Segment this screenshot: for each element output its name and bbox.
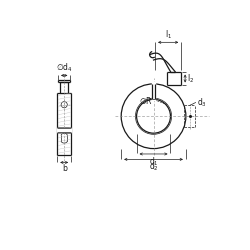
Text: l$_2$: l$_2$ [187, 72, 194, 85]
Text: d$_1$: d$_1$ [149, 156, 158, 168]
Text: $\varnothing$R: $\varnothing$R [139, 95, 153, 106]
Text: d$_2$: d$_2$ [149, 161, 158, 173]
Text: d$_3$: d$_3$ [197, 96, 206, 109]
Text: b: b [62, 164, 67, 173]
Text: $\varnothing$d$_4$: $\varnothing$d$_4$ [56, 62, 72, 74]
Text: l$_1$: l$_1$ [164, 28, 172, 41]
